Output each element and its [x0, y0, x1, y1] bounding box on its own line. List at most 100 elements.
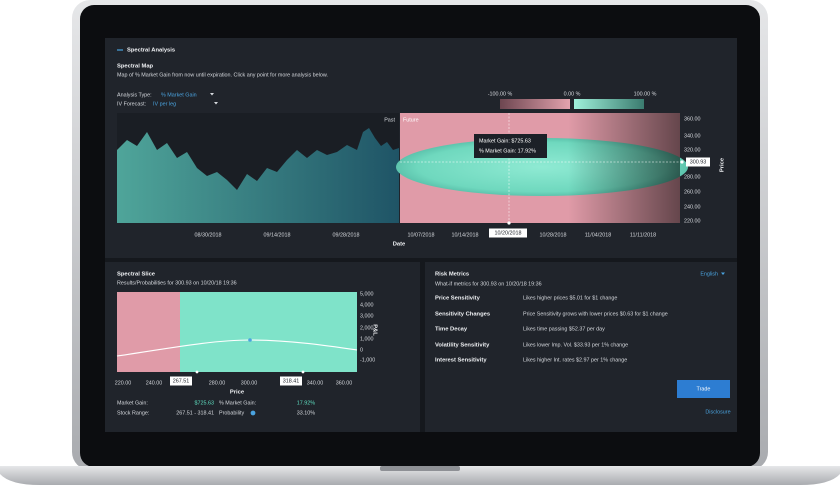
stat-value: 33.10% [297, 410, 315, 416]
range-marker [195, 370, 199, 374]
date-tick: 11/11/2018 [630, 232, 656, 238]
date-tick: 09/14/2018 [264, 232, 291, 238]
price-tick: 340.00 [307, 380, 324, 386]
highlight-box [686, 157, 710, 167]
legend-label: 0.00 % [564, 91, 581, 97]
date-tick: 08/30/2018 [195, 232, 222, 238]
price-tick: 300.00 [241, 380, 258, 386]
stat-label: Probability [219, 410, 244, 416]
axis-label: P&L [371, 324, 377, 336]
crosshair-dot [680, 160, 684, 164]
date-tick: 10/28/2018 [540, 232, 567, 238]
pl-tick: 5,000 [360, 291, 374, 297]
field-label: IV Forecast: [117, 101, 146, 107]
price-tick: 360.00 [336, 380, 353, 386]
tooltip [474, 134, 547, 158]
field-label: Analysis Type: [117, 92, 152, 98]
legend-label: 100.00 % [634, 91, 657, 97]
future-shade [400, 113, 680, 223]
axis-label: Price [720, 157, 726, 172]
date-tick: 10/14/2018 [452, 232, 479, 238]
notch [380, 466, 460, 471]
pl-tick: 1,000 [360, 336, 374, 342]
laptop-base [0, 466, 840, 485]
field-value[interactable]: IV per leg [153, 101, 176, 107]
price-tick: 320.00 [684, 147, 701, 153]
metric-description: Likes lower Imp. Vol. $33.93 per 1% chan… [523, 342, 628, 348]
section-title: Risk Metrics [435, 272, 469, 278]
metric-description: Likes higher prices $5.01 for $1 change [523, 295, 617, 301]
date-tick: 11/04/2018 [585, 232, 612, 238]
slice-loss [117, 292, 180, 372]
pl-tick: 3,000 [360, 313, 374, 319]
pl-tick: 2,000 [360, 325, 374, 331]
range-marker [301, 370, 305, 374]
subtitle: Results/Probabilities for 300.93 on 10/2… [117, 280, 237, 286]
highlight-box [170, 376, 192, 386]
axis-label: Price [230, 390, 245, 396]
selected-date: 10/20/2018 [495, 230, 522, 236]
tooltip-text: Market Gain: $725.63 [479, 138, 531, 144]
stat-value: 17.92% [297, 400, 315, 406]
description: Map of % Market Gain from now until expi… [117, 72, 328, 78]
metric-name: Time Decay [435, 327, 468, 333]
metric-description: Likes time passing $52.37 per day [523, 326, 605, 332]
price-tick: 240.00 [146, 380, 163, 386]
price-tick: 360.00 [684, 116, 701, 122]
future-label: Future [403, 117, 419, 123]
price-tick: 240.00 [684, 204, 701, 210]
date-tick: 09/28/2018 [333, 232, 360, 238]
stat-label: Market Gain: [117, 400, 148, 406]
pl-tick: 0 [360, 347, 363, 353]
metric-name: Sensitivity Changes [435, 312, 490, 318]
trade-label[interactable]: Trade [697, 386, 711, 392]
trade-button[interactable] [677, 380, 730, 398]
tooltip-text: % Market Gain: 17.92% [479, 148, 536, 154]
metric-name: Volatility Sensitivity [435, 343, 490, 349]
section-title: Spectral Slice [117, 272, 156, 278]
selected-price: 318.41 [283, 378, 300, 384]
info-icon[interactable] [250, 410, 256, 416]
price-tick: 280.00 [209, 380, 226, 386]
axis-label: Date [393, 242, 406, 248]
metric-name: Interest Sensitivity [435, 358, 487, 364]
slice-gain [180, 292, 357, 372]
slice-point [248, 338, 252, 342]
price-tick: 340.00 [684, 133, 701, 139]
highlight-box [489, 228, 527, 238]
subtitle: What-if metrics for 300.93 on 10/20/18 1… [435, 281, 542, 287]
field-value[interactable]: % Market Gain [161, 92, 197, 98]
pl-tick: 4,000 [360, 302, 374, 308]
risk-panel [425, 262, 737, 432]
section-title: Spectral Map [117, 64, 154, 70]
stat-value: 267.51 - 318.41 [176, 410, 214, 416]
stat-label: % Market Gain: [219, 400, 256, 406]
dropdown-arrow[interactable] [214, 102, 218, 105]
metric-description: Likes higher Int. rates $2.97 per 1% cha… [523, 357, 627, 363]
dropdown-arrow[interactable] [721, 272, 725, 276]
language-select[interactable]: English [700, 271, 718, 277]
metric-description: Price Sensitivity grows with lower price… [523, 311, 668, 317]
price-tick: 220.00 [115, 380, 132, 386]
pl-tick: -1,000 [360, 357, 375, 363]
metric-name: Price Sensitivity [435, 296, 481, 302]
date-tick: 10/07/2018 [408, 232, 435, 238]
highlight-box [280, 376, 302, 386]
crosshair-dot [507, 221, 511, 225]
disclosure-link[interactable]: Disclosure [705, 409, 730, 415]
legend-label: -100.00 % [488, 91, 513, 97]
price-tick: 220.00 [684, 218, 701, 224]
legend-negative [500, 99, 570, 109]
dropdown-arrow[interactable] [210, 93, 214, 96]
panel-header: Spectral Analysis [127, 48, 175, 54]
price-tick: 280.00 [684, 174, 701, 180]
past-price-area [117, 128, 399, 223]
selected-price: 267.51 [173, 378, 190, 384]
past-label: Past [384, 117, 395, 123]
stat-value: $725.63 [195, 400, 215, 406]
stat-label: Stock Range: [117, 410, 149, 416]
legend-positive [574, 99, 644, 109]
selected-price: 300.93 [690, 159, 707, 165]
price-tick: 260.00 [684, 189, 701, 195]
